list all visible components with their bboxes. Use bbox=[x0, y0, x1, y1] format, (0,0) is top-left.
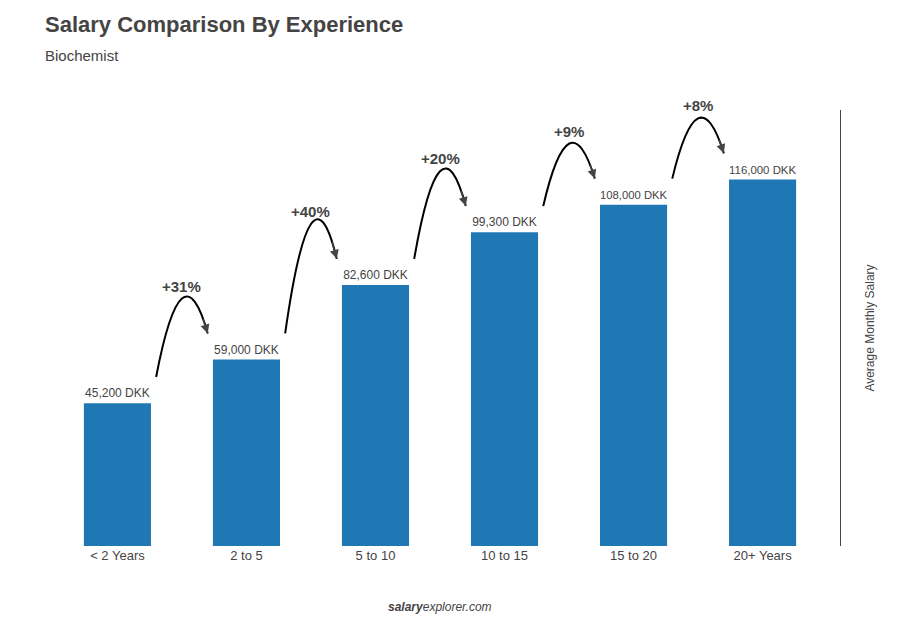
svg-text:+8%: +8% bbox=[683, 97, 713, 114]
svg-text:< 2 Years: < 2 Years bbox=[90, 548, 145, 563]
svg-text:+40%: +40% bbox=[291, 203, 330, 220]
svg-text:Salary Comparison By Experienc: Salary Comparison By ExperienceBiochemis… bbox=[45, 12, 403, 64]
svg-text:15 to 20: 15 to 20 bbox=[610, 548, 657, 563]
svg-text:20+ Years: 20+ Years bbox=[733, 548, 792, 563]
svg-text:59,000 DKK: 59,000 DKK bbox=[214, 343, 279, 357]
svg-text:82,600 DKK: 82,600 DKK bbox=[343, 268, 408, 282]
svg-text:99,300 DKK: 99,300 DKK bbox=[472, 215, 537, 229]
svg-text:10 to 15: 10 to 15 bbox=[481, 548, 528, 563]
svg-text:+31%: +31% bbox=[162, 278, 201, 295]
svg-text:108,000 DKK: 108,000 DKK bbox=[600, 189, 668, 201]
svg-text:salaryexplorer.com: salaryexplorer.com bbox=[388, 600, 492, 614]
svg-text:Average Monthly Salary: Average Monthly Salary bbox=[863, 264, 877, 391]
svg-text:5 to 10: 5 to 10 bbox=[356, 548, 396, 563]
svg-text:2 to 5: 2 to 5 bbox=[230, 548, 263, 563]
svg-text:116,000 DKK: 116,000 DKK bbox=[729, 164, 796, 176]
svg-text:45,200 DKK: 45,200 DKK bbox=[85, 386, 150, 400]
svg-text:+9%: +9% bbox=[554, 123, 584, 140]
svg-text:+20%: +20% bbox=[421, 150, 460, 167]
